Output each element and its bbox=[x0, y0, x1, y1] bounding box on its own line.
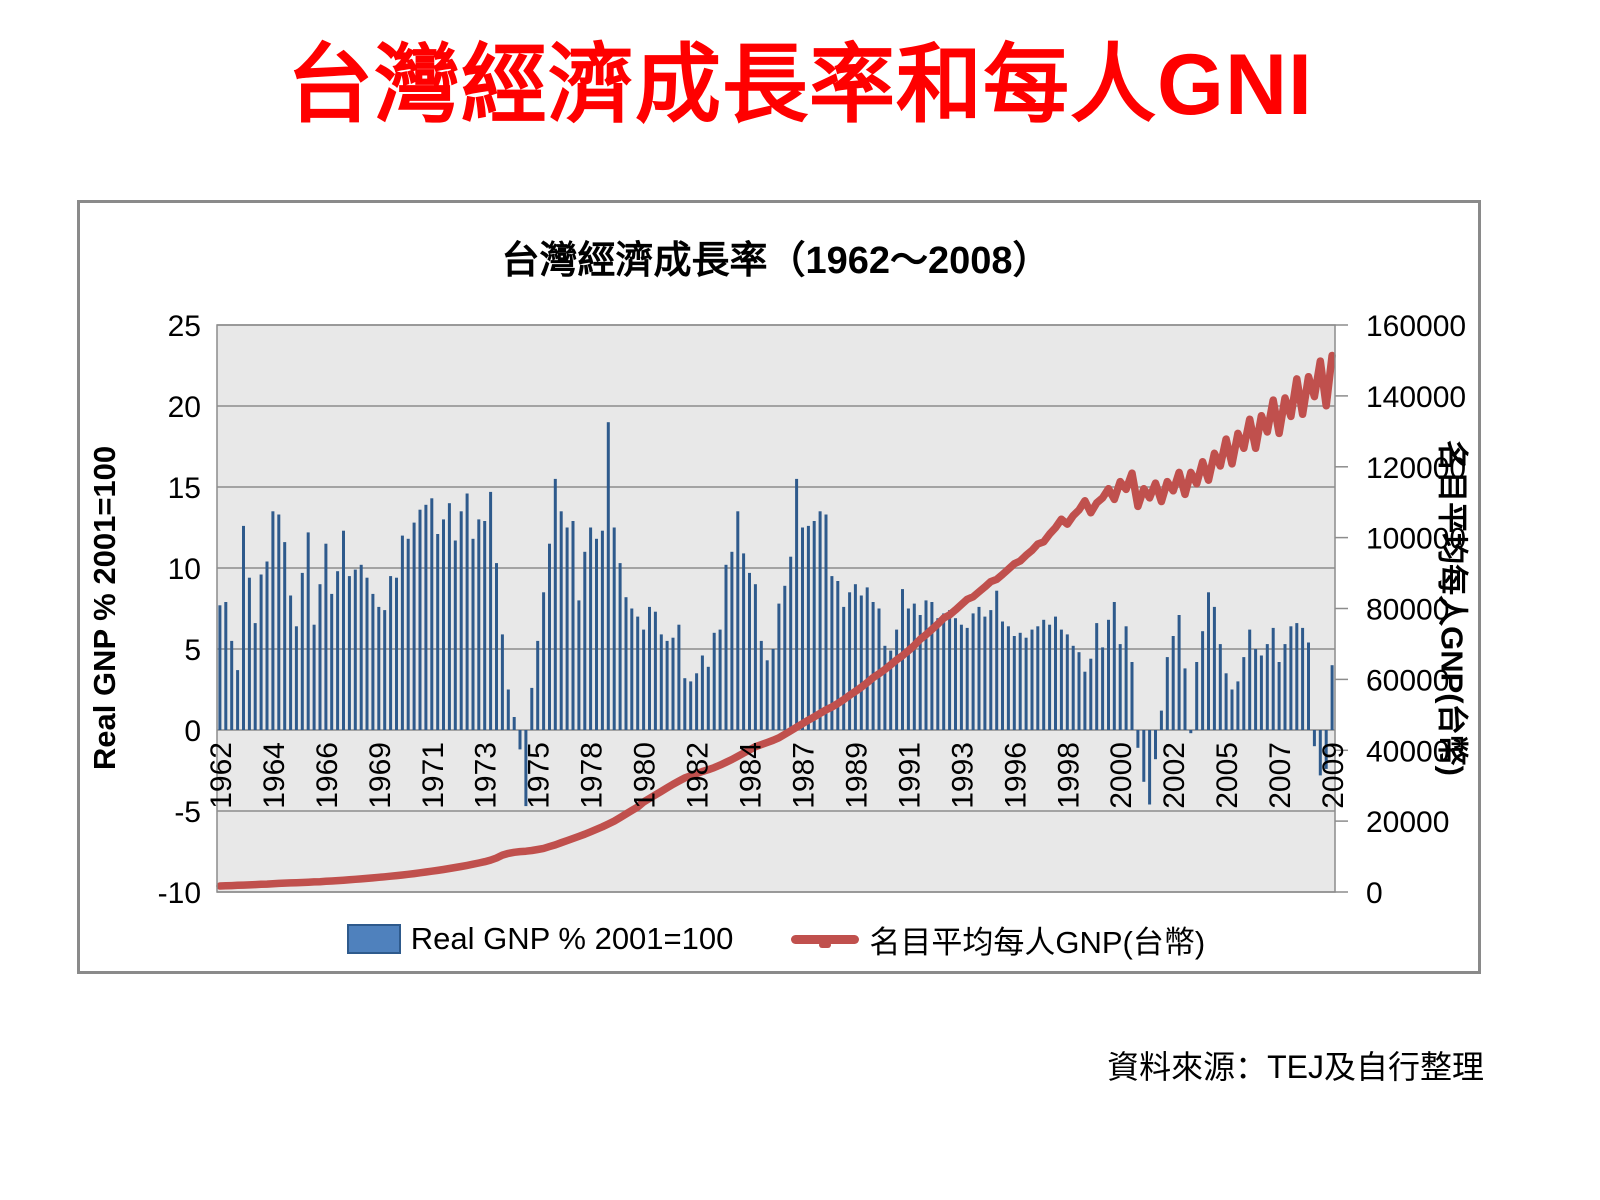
svg-text:15: 15 bbox=[168, 472, 201, 505]
svg-text:1989: 1989 bbox=[840, 742, 873, 809]
right-axis-title: 名目平均每人GNP(台幣) bbox=[1434, 440, 1470, 776]
svg-text:100000: 100000 bbox=[1366, 523, 1466, 556]
legend-item-bars: Real GNP % 2001=100 bbox=[346, 921, 734, 957]
svg-text:2009: 2009 bbox=[1317, 742, 1350, 809]
svg-text:160000: 160000 bbox=[1366, 310, 1466, 343]
svg-text:5: 5 bbox=[184, 634, 201, 667]
svg-text:0: 0 bbox=[184, 715, 201, 748]
line-series-swatch bbox=[791, 934, 860, 948]
svg-text:1984: 1984 bbox=[735, 742, 768, 809]
right-axis-ticks bbox=[1335, 324, 1348, 893]
svg-text:1978: 1978 bbox=[576, 742, 609, 809]
svg-text:1982: 1982 bbox=[682, 742, 715, 809]
svg-text:1971: 1971 bbox=[417, 742, 450, 809]
bar-series bbox=[218, 422, 1334, 807]
left-axis-labels: 25 20 15 10 5 0 -5 -10 bbox=[158, 310, 201, 910]
left-axis-title: Real GNP % 2001=100 bbox=[87, 445, 122, 771]
legend-item-line: 名目平均每人GNP(台幣) bbox=[791, 917, 1205, 962]
svg-text:2005: 2005 bbox=[1211, 742, 1244, 809]
svg-text:25: 25 bbox=[168, 310, 201, 343]
page-title: 台灣經濟成長率和每人GNI bbox=[287, 37, 1313, 133]
svg-text:1975: 1975 bbox=[523, 742, 556, 809]
svg-text:40000: 40000 bbox=[1366, 735, 1449, 768]
svg-text:1991: 1991 bbox=[893, 742, 926, 809]
svg-text:1969: 1969 bbox=[364, 742, 397, 809]
right-axis-labels: 160000 140000 120000 100000 80000 60000 40000 2… bbox=[1366, 310, 1466, 910]
source-note: 資料來源：TEJ及自行整理 bbox=[1107, 1049, 1484, 1085]
combo-chart: 25 20 15 10 5 0 -5 -10 160000 140000 120000 100000 8… bbox=[80, 203, 1478, 971]
svg-text:60000: 60000 bbox=[1366, 664, 1449, 697]
svg-text:1998: 1998 bbox=[1052, 742, 1085, 809]
svg-text:2007: 2007 bbox=[1264, 742, 1297, 809]
svg-text:140000: 140000 bbox=[1366, 381, 1466, 414]
chart-title: 台灣經濟成長率（1962～2008） bbox=[501, 240, 1051, 282]
svg-text:-5: -5 bbox=[174, 796, 201, 829]
svg-text:120000: 120000 bbox=[1366, 452, 1466, 485]
bar-series-swatch bbox=[346, 924, 401, 954]
svg-text:1993: 1993 bbox=[946, 742, 979, 809]
legend-label-line: 名目平均每人GNP(台幣) bbox=[869, 924, 1206, 960]
svg-text:0: 0 bbox=[1366, 877, 1383, 910]
x-axis-labels: 1962 1964 1966 1969 1971 1973 1975 1978 1980 1982… bbox=[205, 742, 1350, 809]
svg-text:80000: 80000 bbox=[1366, 594, 1449, 627]
svg-text:1966: 1966 bbox=[311, 742, 344, 809]
svg-text:10: 10 bbox=[168, 553, 201, 586]
svg-text:1980: 1980 bbox=[629, 742, 662, 809]
svg-text:1987: 1987 bbox=[788, 742, 821, 809]
svg-text:1996: 1996 bbox=[999, 742, 1032, 809]
svg-text:2002: 2002 bbox=[1158, 742, 1191, 809]
svg-text:1962: 1962 bbox=[205, 742, 238, 809]
svg-text:1973: 1973 bbox=[470, 742, 503, 809]
svg-text:20: 20 bbox=[168, 391, 201, 424]
svg-text:-10: -10 bbox=[158, 877, 201, 910]
svg-text:2000: 2000 bbox=[1105, 742, 1138, 809]
legend-label-bars: Real GNP % 2001=100 bbox=[410, 921, 734, 956]
chart-frame: 25 20 15 10 5 0 -5 -10 160000 140000 120000 100000 8… bbox=[77, 200, 1481, 974]
legend: Real GNP % 2001=100 名目平均每人GNP(台幣) bbox=[217, 911, 1335, 967]
svg-text:1964: 1964 bbox=[258, 742, 291, 809]
svg-text:20000: 20000 bbox=[1366, 806, 1449, 839]
gnp-line-series bbox=[216, 351, 1336, 890]
